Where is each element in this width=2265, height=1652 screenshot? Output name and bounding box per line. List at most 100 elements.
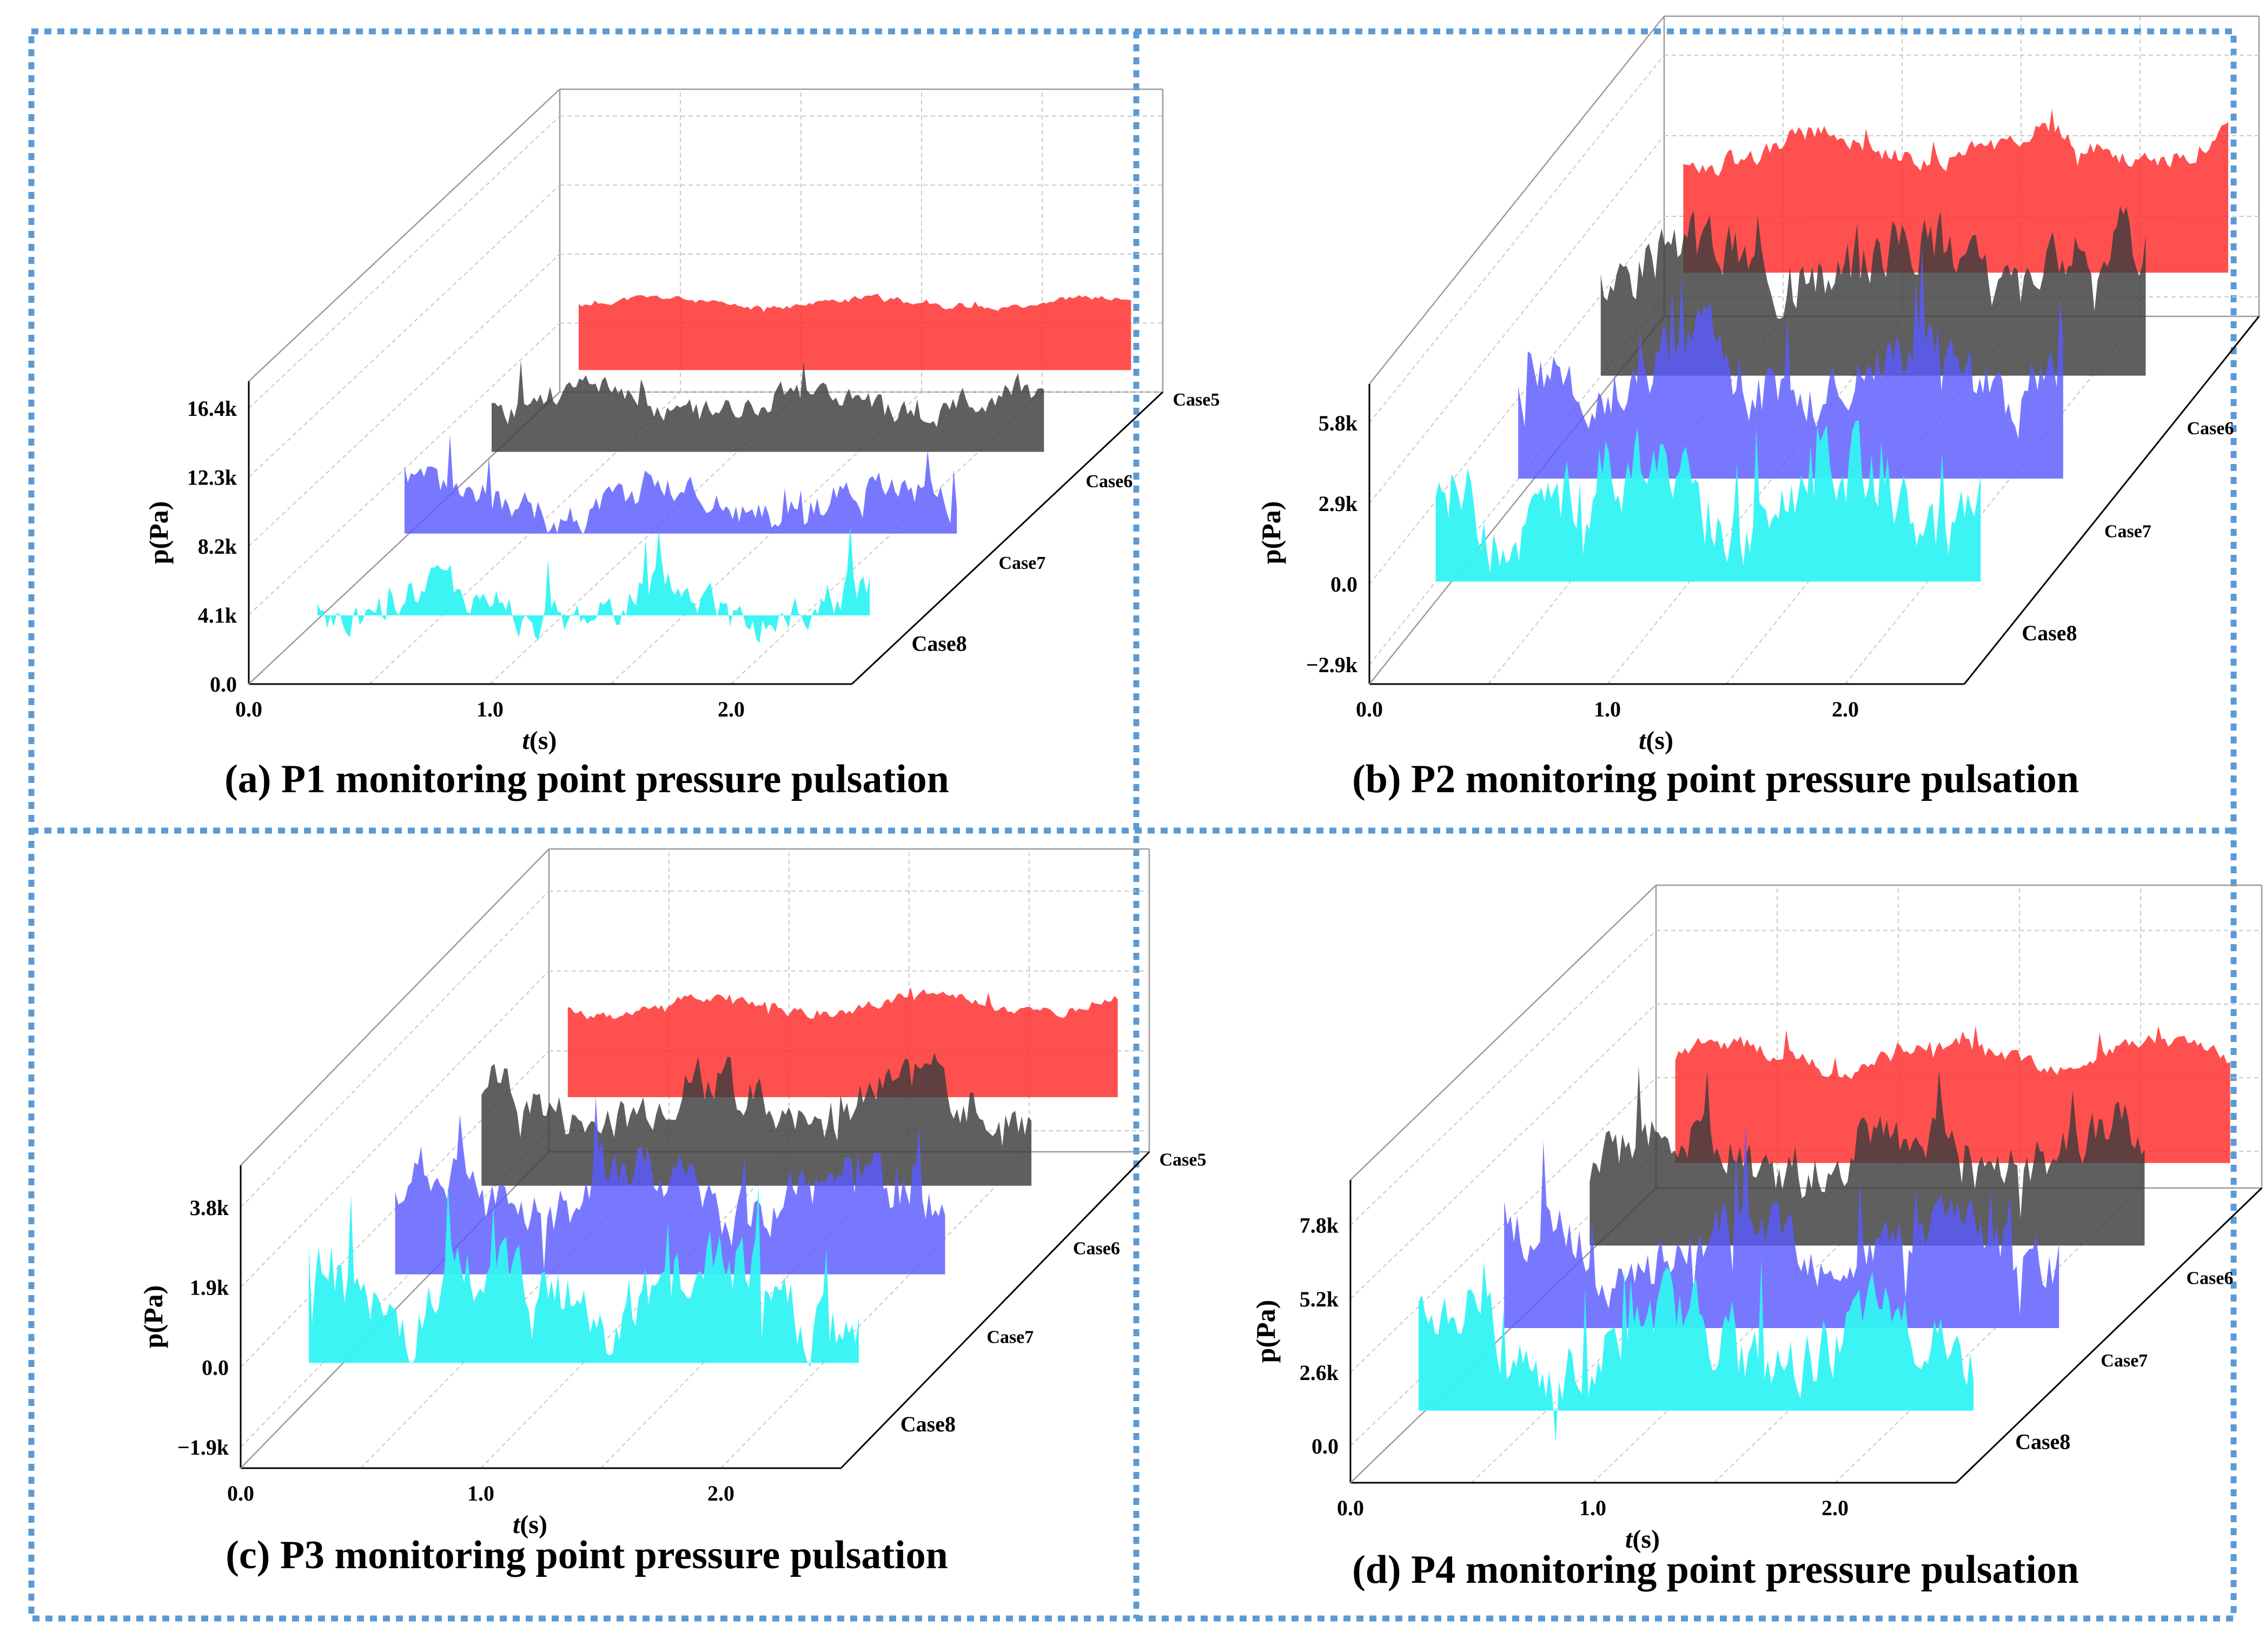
grid-line-floor: [731, 392, 1043, 685]
y-tick-label: −2.9k: [1306, 653, 1358, 677]
grid-line-y-side: [248, 254, 560, 547]
grid-line-y-side: [248, 116, 560, 409]
series-area-case8: [309, 1184, 859, 1368]
panel-d-p4: Case5Case6Case7Case80.02.6k5.2k7.8k0.01.…: [1250, 884, 2263, 1592]
series-area-case7: [1518, 243, 2063, 479]
left-floor-edge: [1369, 316, 1665, 685]
grid-line-floor: [480, 1151, 790, 1469]
y-tick-label: 5.2k: [1300, 1287, 1339, 1311]
grid-line-y-side: [240, 1130, 549, 1448]
left-wall-top: [1350, 885, 1657, 1180]
y-tick-label: 7.8k: [1300, 1213, 1339, 1238]
depth-axis-line: [1963, 316, 2260, 685]
series-label-case7: Case7: [2104, 521, 2151, 541]
y-axis-title: p(Pa): [1256, 501, 1286, 565]
y-tick-label: 2.9k: [1319, 492, 1358, 516]
x-tick-label: 2.0: [1822, 1496, 1849, 1520]
series-area-case7: [405, 434, 957, 535]
y-tick-label: 0.0: [210, 672, 237, 696]
panel-borders: [28, 28, 2237, 1622]
y-tick-label: −1.9k: [177, 1435, 229, 1459]
x-axis-title: t(s): [1639, 726, 1673, 755]
panel-caption: (d) P4 monitoring point pressure pulsati…: [1352, 1548, 2079, 1592]
x-tick-label: 1.0: [1594, 697, 1621, 721]
series-label-case7: Case7: [999, 553, 1046, 573]
series-label-case7: Case7: [2101, 1351, 2148, 1371]
series-label-case6: Case6: [1086, 472, 1133, 492]
grid-line-floor: [489, 392, 802, 685]
x-axis-title: t(s): [513, 1510, 547, 1539]
grid-line-y-side: [1369, 296, 1665, 665]
x-axis-title: t(s): [1625, 1525, 1660, 1554]
left-wall-top: [248, 89, 560, 382]
x-tick-label: 0.0: [227, 1481, 254, 1505]
panel-c-p3: Case5 Case6 Case7 Case8 −1.9k 0.0 1.9k 3.8k 0.0 1…: [138, 848, 1207, 1577]
depth-axis-line: [840, 1151, 1150, 1469]
x-tick-label: 0.0: [1337, 1496, 1364, 1520]
grid-line-y-side: [1350, 930, 1657, 1226]
grid-line-y-side: [248, 184, 560, 478]
x-tick-label: 0.0: [235, 697, 262, 721]
panel-caption: (a) P1 monitoring point pressure pulsati…: [224, 757, 949, 801]
series-area-case8: [1419, 1259, 1973, 1442]
series-label-case8: Case8: [2022, 621, 2077, 645]
grid-line-floor: [720, 1151, 1030, 1469]
grid-line-floor: [1845, 316, 2141, 685]
y-tick-label: 3.8k: [190, 1196, 229, 1220]
y-tick-label: 0.0: [1330, 572, 1357, 596]
grid-line-y-side: [1369, 135, 1665, 504]
series-label-case8: Case8: [912, 631, 967, 655]
grid-line-y-side: [1350, 1151, 1657, 1447]
series-area-case6: [481, 1052, 1032, 1186]
y-axis-title: p(Pa): [138, 1285, 168, 1349]
series-label-case5: Case5: [1173, 390, 1220, 410]
series-label-case8: Case8: [900, 1412, 956, 1436]
series-area-case8: [1435, 420, 1981, 582]
series-area-case7: [395, 1096, 945, 1275]
x-tick-label: 1.0: [467, 1481, 494, 1505]
series-area-case7: [1504, 1122, 2059, 1328]
series-label-case7: Case7: [986, 1327, 1034, 1347]
grid-line-y-side: [1369, 55, 1665, 423]
grid-line-y-side: [240, 1050, 549, 1368]
panel-a-p1: Case5 Case6 Case7 Case8 0.0 4.1k 8.2k 12.3k 16.4…: [143, 88, 1220, 801]
series-area-case5: [1683, 109, 2228, 273]
grid-line-y-side: [1350, 1004, 1657, 1299]
y-tick-label: 5.8k: [1319, 411, 1358, 435]
series-area-case5: [579, 294, 1131, 370]
y-tick-label: 1.9k: [190, 1276, 229, 1300]
y-axis-title: p(Pa): [1250, 1300, 1281, 1363]
y-tick-label: 16.4k: [187, 396, 237, 421]
y-tick-label: 0.0: [1312, 1434, 1339, 1458]
grid-line-y-side: [1350, 1077, 1657, 1373]
back-wall: [559, 89, 1164, 393]
grid-line-floor: [1592, 1187, 1899, 1483]
grid-line-floor: [610, 392, 922, 685]
x-tick-label: 2.0: [718, 697, 745, 721]
y-tick-label: 4.1k: [198, 603, 237, 627]
x-axis-title: t(s): [522, 726, 557, 755]
series-area-case6: [1600, 205, 2146, 376]
y-axis-title: p(Pa): [143, 501, 174, 565]
series-label-case6: Case6: [1073, 1239, 1120, 1259]
depth-axis-line: [1955, 1187, 2263, 1484]
x-tick-label: 1.0: [476, 697, 504, 721]
panel-caption: (b) P2 monitoring point pressure pulsati…: [1352, 757, 2079, 801]
y-tick-label: 8.2k: [198, 534, 237, 559]
x-tick-label: 2.0: [1832, 697, 1859, 721]
grid-line-y-side: [240, 970, 549, 1288]
left-wall-top: [240, 848, 549, 1166]
depth-axis-line: [851, 391, 1164, 685]
y-tick-label: 12.3k: [187, 465, 237, 489]
series-label-case5: Case5: [1160, 1150, 1207, 1170]
axes-frame: [248, 88, 1164, 685]
x-tick-label: 0.0: [1356, 697, 1383, 721]
grid-line-y-side: [240, 891, 549, 1208]
y-tick-label: 0.0: [202, 1355, 229, 1379]
series-label-case6: Case6: [2187, 419, 2234, 439]
grid-line-floor: [369, 392, 681, 685]
panel-b-p2: Case5Case6Case7Case8−2.9k0.02.9k5.8k0.01…: [1256, 15, 2260, 801]
grid-line-y-side: [248, 322, 560, 616]
series-area-case6: [492, 360, 1044, 452]
